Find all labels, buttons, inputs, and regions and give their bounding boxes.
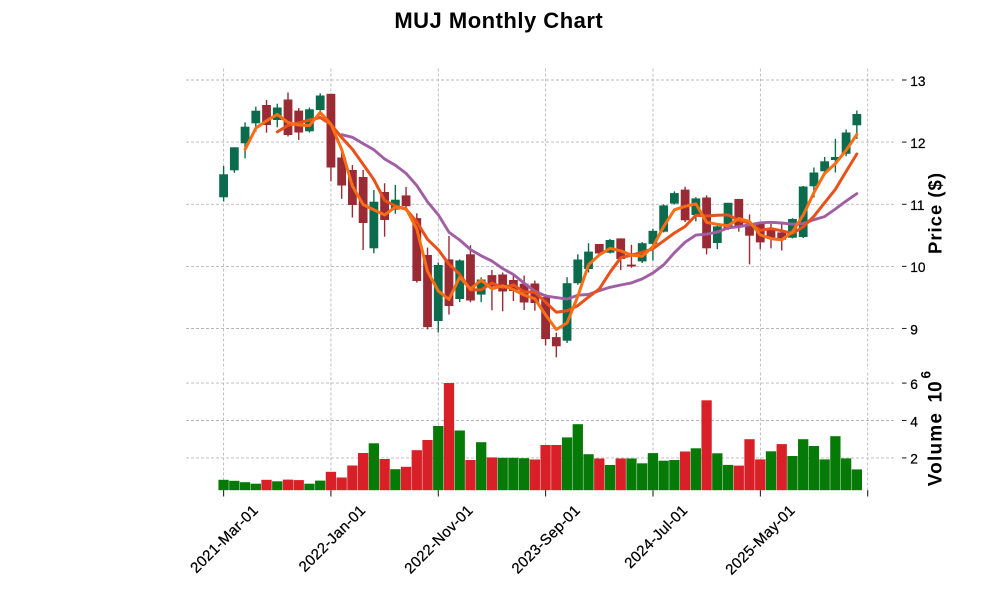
svg-text:10: 10 bbox=[926, 381, 947, 402]
svg-text:9: 9 bbox=[910, 322, 918, 337]
svg-text:12: 12 bbox=[910, 136, 925, 151]
svg-text:11: 11 bbox=[910, 198, 924, 213]
svg-text:6: 6 bbox=[910, 377, 918, 392]
svg-text:Volume: Volume bbox=[926, 412, 947, 486]
svg-text:4: 4 bbox=[910, 414, 918, 429]
svg-text:10: 10 bbox=[910, 260, 926, 275]
svg-text:2: 2 bbox=[910, 452, 918, 467]
svg-text:6: 6 bbox=[919, 371, 934, 379]
svg-text:13: 13 bbox=[910, 74, 926, 89]
svg-text:Price ($): Price ($) bbox=[925, 172, 946, 254]
svg-text:MUJ Monthly Chart: MUJ Monthly Chart bbox=[394, 8, 603, 33]
